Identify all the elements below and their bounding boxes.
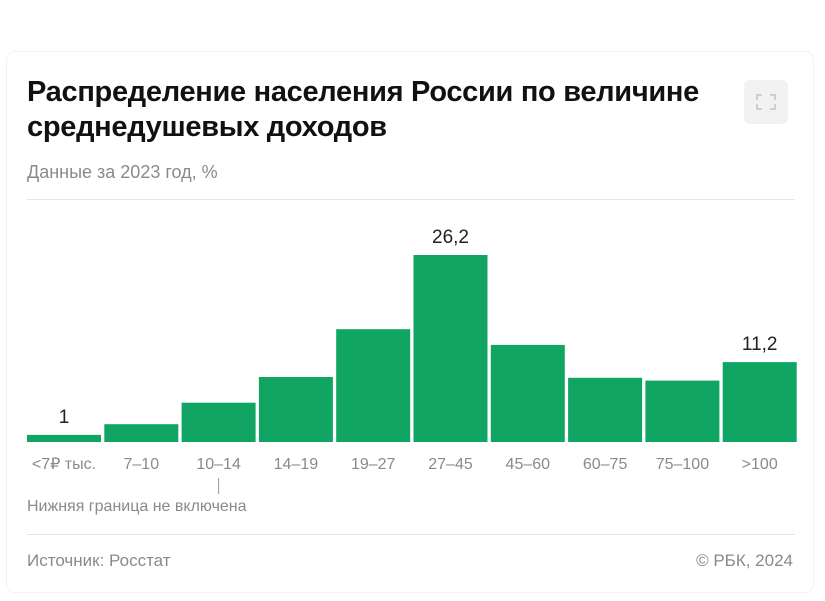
x-tick-label: 14–19 — [274, 456, 319, 473]
axis-note: Нижняя граница не включена — [27, 498, 247, 515]
x-tick-label: >100 — [742, 456, 778, 473]
x-tick-label: 10–14 — [196, 456, 241, 473]
x-tick-label: 7–10 — [124, 456, 160, 473]
chart-subtitle: Данные за 2023 год, % — [27, 162, 218, 182]
copyright-text: © РБК, 2024 — [696, 551, 793, 570]
bar — [336, 329, 411, 442]
x-tick-label: 75–100 — [656, 456, 709, 473]
chart-card — [7, 52, 813, 592]
x-tick-label: 19–27 — [351, 456, 396, 473]
bar — [104, 424, 179, 442]
data-label: 11,2 — [742, 334, 778, 355]
bar — [645, 380, 720, 442]
bar — [258, 377, 333, 442]
chart-title: Распределение населения России по величи… — [27, 76, 699, 143]
bar — [27, 434, 101, 442]
divider — [27, 534, 795, 535]
source-text: Источник: Росстат — [27, 551, 171, 570]
bar — [568, 377, 643, 442]
data-label: 26,2 — [432, 227, 469, 248]
x-tick-label: <7₽ тыс. — [32, 456, 96, 473]
x-tick-label: 45–60 — [506, 456, 551, 473]
bar — [490, 344, 565, 442]
x-tick-label: 60–75 — [583, 456, 628, 473]
bar — [181, 402, 256, 442]
divider — [27, 199, 795, 200]
bar — [413, 255, 488, 442]
data-label: 1 — [59, 407, 70, 428]
expand-icon — [756, 94, 776, 110]
bar — [722, 362, 797, 442]
x-tick-label: 27–45 — [428, 456, 473, 473]
expand-button[interactable] — [744, 80, 788, 124]
